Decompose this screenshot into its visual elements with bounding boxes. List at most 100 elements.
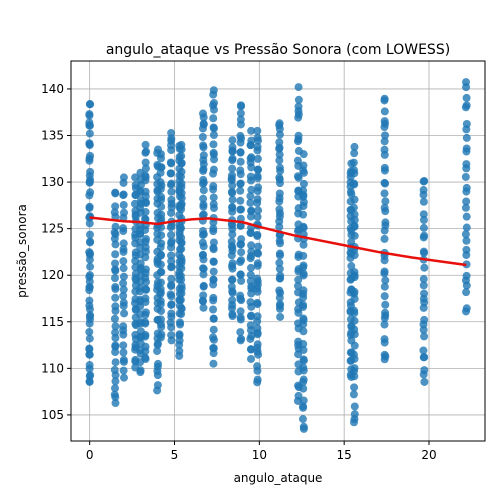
- scatter-point: [199, 175, 208, 184]
- scatter-point: [209, 343, 218, 352]
- scatter-point: [209, 333, 218, 342]
- scatter-point: [141, 294, 150, 303]
- scatter-point: [349, 179, 358, 188]
- scatter-point: [199, 141, 208, 150]
- scatter-point: [381, 300, 390, 309]
- scatter-point: [350, 166, 359, 175]
- scatter-point: [157, 231, 166, 240]
- scatter-point: [380, 117, 389, 126]
- scatter-point: [253, 375, 262, 384]
- scatter-point: [209, 131, 218, 140]
- y-tick-label: 135: [41, 129, 64, 143]
- scatter-point: [236, 179, 245, 188]
- scatter-point: [247, 241, 256, 250]
- scatter-point: [294, 275, 303, 284]
- scatter-point: [299, 403, 308, 412]
- scatter-point: [299, 314, 308, 323]
- scatter-point: [167, 187, 176, 196]
- scatter-point: [167, 257, 176, 266]
- scatter-point: [167, 274, 176, 283]
- scatter-point: [236, 291, 245, 300]
- scatter-point: [247, 354, 256, 363]
- scatter-point: [380, 189, 389, 198]
- scatter-point: [156, 297, 165, 306]
- scatter-point: [349, 203, 358, 212]
- scatter-point: [177, 281, 186, 290]
- scatter-point: [350, 316, 359, 325]
- scatter-point: [380, 163, 389, 172]
- scatter-point: [299, 210, 308, 219]
- scatter-point: [209, 227, 218, 236]
- scatter-point: [166, 158, 175, 167]
- points-layer: [85, 78, 471, 433]
- scatter-point: [299, 240, 308, 249]
- scatter-point: [176, 223, 185, 232]
- scatter-point: [199, 151, 208, 160]
- scatter-point: [246, 270, 255, 279]
- scatter-point: [153, 340, 162, 349]
- scatter-point: [119, 366, 128, 375]
- scatter-point: [299, 355, 308, 364]
- scatter-point: [246, 345, 255, 354]
- scatter-point: [275, 173, 284, 182]
- scatter-point: [419, 346, 428, 355]
- scatter-point: [294, 131, 303, 140]
- scatter-point: [141, 342, 150, 351]
- scatter-point: [462, 271, 471, 280]
- scatter-point: [253, 172, 262, 181]
- scatter-point: [275, 301, 284, 310]
- scatter-point: [227, 237, 236, 246]
- scatter-point: [380, 282, 389, 291]
- scatter-point: [462, 183, 471, 192]
- scatter-point: [299, 422, 308, 431]
- scatter-point: [136, 366, 145, 375]
- scatter-point: [420, 315, 429, 324]
- scatter-point: [167, 300, 176, 309]
- scatter-point: [253, 126, 262, 135]
- x-axis-label: angulo_ataque: [234, 471, 323, 485]
- y-axis-label: pressão_sonora: [15, 204, 29, 298]
- scatter-point: [85, 140, 94, 149]
- scatter-point: [462, 223, 471, 232]
- scatter-point: [275, 189, 284, 198]
- scatter-point: [253, 230, 262, 239]
- scatter-point: [380, 292, 389, 301]
- scatter-point: [86, 167, 95, 176]
- scatter-point: [246, 192, 255, 201]
- scatter-point: [350, 142, 359, 151]
- scatter-point: [111, 222, 120, 231]
- scatter-point: [275, 251, 284, 260]
- scatter-point: [86, 262, 95, 271]
- scatter-point: [209, 359, 218, 368]
- scatter-point: [209, 124, 218, 133]
- scatter-point: [253, 165, 262, 174]
- scatter-point: [237, 334, 246, 343]
- scatter-point: [228, 164, 237, 173]
- scatter-point: [111, 202, 120, 211]
- scatter-point: [119, 208, 128, 217]
- scatter-point: [350, 383, 359, 392]
- scatter-point: [236, 270, 245, 279]
- scatter-point: [177, 304, 186, 313]
- scatter-point: [246, 198, 255, 207]
- scatter-point: [209, 257, 218, 266]
- scatter-point: [199, 303, 208, 312]
- scatter-point: [236, 157, 245, 166]
- scatter-point: [299, 340, 308, 349]
- scatter-point: [209, 193, 218, 202]
- scatter-point: [253, 362, 262, 371]
- scatter-point: [175, 318, 184, 327]
- scatter-point: [119, 291, 128, 300]
- scatter-point: [462, 245, 471, 254]
- scatter-point: [350, 306, 359, 315]
- scatter-point: [111, 293, 120, 302]
- scatter-point: [209, 150, 218, 159]
- scatter-point: [141, 148, 150, 157]
- scatter-point: [236, 131, 245, 140]
- scatter-point: [142, 199, 150, 208]
- scatter-point: [275, 258, 284, 267]
- scatter-point: [157, 202, 166, 211]
- scatter-point: [111, 322, 120, 331]
- y-tick-label: 120: [41, 268, 64, 282]
- scatter-point: [253, 274, 262, 283]
